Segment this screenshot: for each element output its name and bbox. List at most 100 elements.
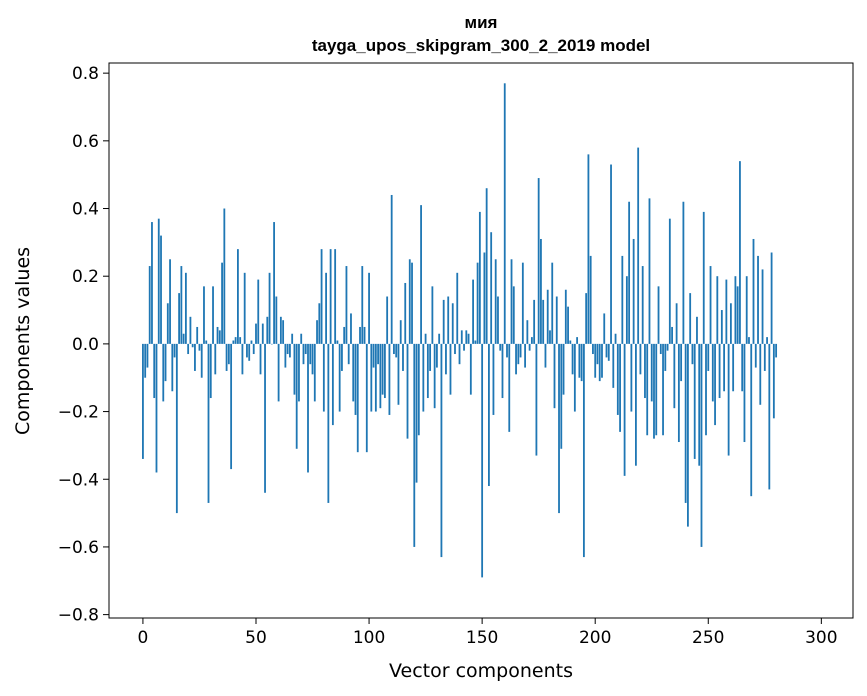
bar [151, 222, 153, 344]
bar [316, 320, 318, 344]
bar [442, 299, 445, 344]
bar [291, 333, 294, 344]
bar [594, 343, 597, 378]
bar [696, 316, 698, 344]
bar [521, 262, 524, 344]
bar [178, 293, 181, 344]
bar [576, 337, 579, 344]
bar [743, 343, 746, 443]
bar [569, 340, 572, 344]
bar [454, 343, 456, 355]
bar [596, 343, 599, 365]
bar [732, 343, 735, 392]
bar [239, 337, 242, 344]
bar [286, 343, 289, 355]
bar [386, 296, 389, 344]
bar [635, 343, 637, 466]
bar [250, 340, 253, 344]
bar [424, 333, 427, 344]
bar [293, 343, 296, 395]
bar [171, 343, 174, 392]
x-tick-label: 50 [245, 628, 267, 648]
bar [322, 343, 325, 412]
y-tick-label: −0.8 [58, 606, 99, 626]
bar [542, 299, 545, 344]
y-axis-ticks: −0.8 −0.6 −0.4 −0.2 0.0 0.2 0.4 0.6 0.8 [58, 64, 109, 626]
bar [327, 343, 330, 503]
bar [506, 343, 508, 358]
bar [157, 218, 160, 344]
bar [497, 296, 499, 344]
y-tick-label: −0.2 [58, 403, 99, 423]
bar [702, 211, 705, 344]
bar [311, 343, 314, 375]
bar [535, 343, 538, 456]
bar [449, 343, 452, 395]
bar [519, 343, 522, 358]
bar [406, 343, 409, 439]
bar [585, 293, 588, 344]
bar [745, 276, 748, 344]
bar [270, 343, 273, 345]
bar [754, 343, 757, 368]
bar [352, 343, 355, 402]
bar [483, 252, 486, 344]
bar [515, 343, 517, 375]
bar [492, 343, 495, 415]
bar [693, 343, 696, 459]
bar [309, 343, 312, 365]
bar [646, 343, 649, 436]
bar [469, 343, 472, 395]
bar [273, 222, 275, 344]
bar [641, 266, 644, 344]
bar [718, 343, 721, 399]
bar [345, 266, 348, 344]
bar [662, 343, 664, 436]
bar [338, 343, 341, 412]
bar [587, 154, 590, 344]
bar [313, 343, 316, 402]
bar [517, 343, 520, 365]
bar [144, 343, 147, 378]
bar [341, 343, 343, 371]
bar [422, 343, 425, 412]
bar [750, 343, 753, 497]
bar [707, 343, 710, 371]
bar [768, 343, 771, 490]
bar [255, 323, 257, 344]
bar [417, 343, 420, 436]
x-tick-label: 100 [353, 628, 385, 648]
y-tick-label: 0.6 [72, 132, 99, 152]
bar [343, 326, 346, 344]
bar [628, 201, 631, 344]
bar [191, 343, 194, 348]
bar [761, 269, 764, 344]
bar [573, 343, 576, 412]
bar [478, 211, 481, 344]
bar [709, 266, 712, 344]
bar [363, 326, 366, 344]
bar [298, 343, 300, 402]
bar [445, 343, 447, 375]
bar [180, 266, 183, 344]
bar [540, 238, 542, 344]
bar [277, 343, 280, 402]
bar [426, 343, 429, 399]
bar [560, 343, 563, 449]
bar [169, 259, 171, 344]
bar [682, 201, 685, 344]
bar [266, 316, 269, 344]
bar [607, 343, 610, 361]
bar [657, 286, 660, 344]
bar [431, 286, 434, 344]
bar [741, 343, 744, 392]
bar [225, 343, 228, 371]
bar [668, 218, 671, 344]
bar [451, 303, 454, 344]
bar [383, 343, 386, 399]
bar [460, 330, 463, 344]
bar [429, 343, 432, 371]
bar [334, 249, 337, 344]
bar [551, 262, 554, 344]
